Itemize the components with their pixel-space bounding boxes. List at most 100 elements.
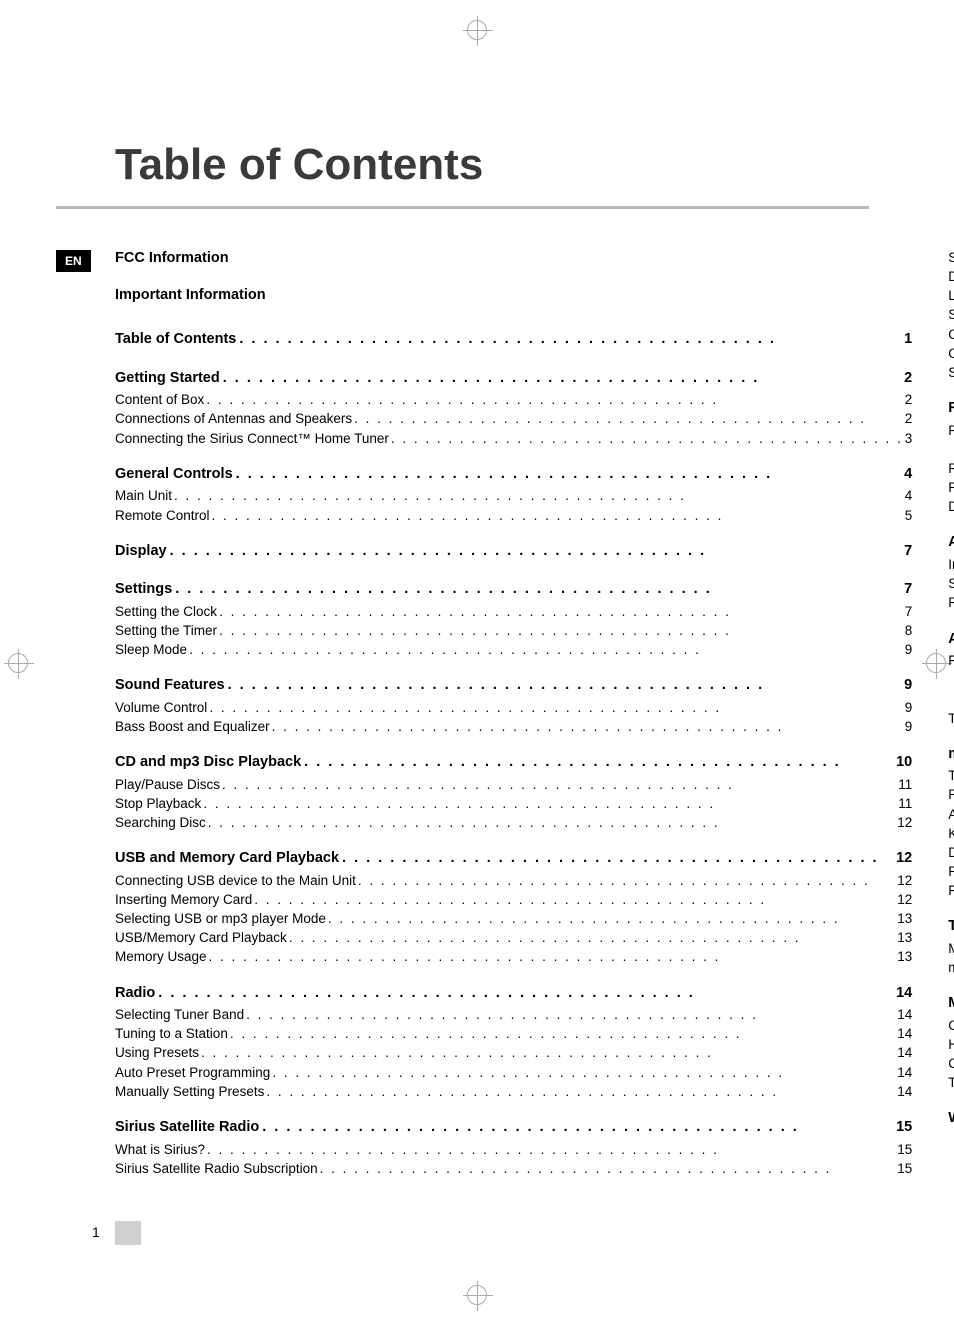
toc-label: Connections of Antennas and Speakers <box>115 409 352 428</box>
toc-entry: Playback Controls . . . . . . . . . . . … <box>948 785 954 804</box>
toc-section-head: Advanced Navigation Controls . . . . . .… <box>948 629 954 650</box>
toc-spacer <box>115 352 912 360</box>
toc-label: Signal Strength <box>948 363 954 382</box>
toc-entry: Auto Preset Programming . . . . . . . . … <box>115 1063 912 1082</box>
toc-page: 12 <box>897 813 912 832</box>
toc-page: 12 <box>896 848 912 869</box>
toc-entry: Inserting Memory Card . . . . . . . . . … <box>115 890 912 909</box>
page-number-marker <box>115 1221 141 1245</box>
toc-label: Changing Operation Mode <box>948 325 954 344</box>
toc-spacer <box>115 563 912 571</box>
toc-label: Tips on Playback Sequence of Disc <box>948 709 954 728</box>
toc-entry: Operation in the Three Operation Modes .… <box>948 344 954 363</box>
toc-dots: . . . . . . . . . . . . . . . . . . . . … <box>233 464 905 485</box>
toc-dots: . . . . . . . . . . . . . . . . . . . . … <box>187 640 905 659</box>
toc-entry: Searching Disc . . . . . . . . . . . . .… <box>115 813 912 832</box>
toc-entry: Setting the Timer . . . . . . . . . . . … <box>115 621 912 640</box>
toc-spacer <box>948 1092 954 1100</box>
toc-entry: Manually Setting Presets . . . . . . . .… <box>115 1082 912 1101</box>
toc-entry: Display . . . . . . . . . . . . . . . . … <box>948 267 954 286</box>
toc-section-head: Advanced Playback Controls . . . . . . .… <box>948 532 954 553</box>
toc-dots: . . . . . . . . . . . . . . . . . . . . … <box>326 909 897 928</box>
toc-section-head: USB and Memory Card Playback . . . . . .… <box>115 848 912 869</box>
toc-entry: Play modes . . . . . . . . . . . . . . .… <box>948 862 954 881</box>
toc-page: 15 <box>896 1117 912 1138</box>
toc-entry: Sirius ID . . . . . . . . . . . . . . . … <box>948 248 954 267</box>
toc-label: Selecting Tuner Band <box>115 1005 244 1024</box>
toc-label: mp3 Player <box>948 958 954 977</box>
toc-page: 7 <box>904 579 912 600</box>
toc-page: 15 <box>897 1140 912 1159</box>
toc-label: Handling CDs <box>948 1035 954 1054</box>
toc-label: Inserting Memory Card <box>115 890 252 909</box>
toc-label: Selecting USB or mp3 player Mode <box>115 909 326 928</box>
toc-page: 12 <box>897 890 912 909</box>
toc-page: 11 <box>898 794 912 813</box>
toc-label: Adjusting the Volume <box>948 805 954 824</box>
toc-spacer <box>115 659 912 667</box>
crop-mark <box>467 1285 487 1305</box>
toc-section-head: Maintenance . . . . . . . . . . . . . . … <box>948 993 954 1014</box>
toc-label: Remote Control <box>115 506 210 525</box>
toc-entry: Rename Tracks . . . . . . . . . . . . . … <box>948 593 954 612</box>
toc-dots: . . . . . . . . . . . . . . . . . . . . … <box>252 890 897 909</box>
toc-page: 14 <box>897 1043 912 1062</box>
toc-spacer <box>115 313 912 321</box>
toc-entry: Listening to Sirius Satellite Radio . . … <box>948 286 954 305</box>
crop-mark <box>926 653 946 673</box>
toc-page: 13 <box>897 909 912 928</box>
toc-entry: Selecting USB or mp3 player Mode . . . .… <box>115 909 912 928</box>
toc-entry: Signal Strength . . . . . . . . . . . . … <box>948 363 954 382</box>
toc-section-head: Table of Contents . . . . . . . . . . . … <box>115 329 912 350</box>
toc-label: Turn On/Off the Player <box>948 766 954 785</box>
toc-label: Display <box>948 267 954 286</box>
toc-entry: Bass Boost and Equalizer . . . . . . . .… <box>115 717 912 736</box>
toc-label: File Navigation <box>948 651 954 670</box>
toc-entry: Remote Control . . . . . . . . . . . . .… <box>115 506 912 525</box>
toc-spacer <box>948 977 954 985</box>
toc-dots: . . . . . . . . . . . . . . . . . . . . … <box>217 621 905 640</box>
toc-entry: File Navigation . . . . . . . . . . . . … <box>948 651 954 670</box>
toc-entry: Recording Tuner/AUX to mp3 player . . . … <box>948 459 954 478</box>
toc-content: FCC InformationImportant InformationTabl… <box>115 248 859 1178</box>
toc-dots: . . . . . . . . . . . . . . . . . . . . … <box>244 1005 897 1024</box>
toc-label: Sirius Operation Modes Overview <box>948 305 954 324</box>
toc-dots: . . . . . . . . . . . . . . . . . . . . … <box>352 409 905 428</box>
toc-label: Listening to Sirius Satellite Radio <box>948 286 954 305</box>
toc-section-head: Troubleshooting Tips . . . . . . . . . .… <box>948 916 954 937</box>
title-underline <box>56 206 869 209</box>
toc-entry: Volume Control . . . . . . . . . . . . .… <box>115 698 912 717</box>
toc-dots: . . . . . . . . . . . . . . . . . . . . … <box>204 390 904 409</box>
toc-entry: Cleaning . . . . . . . . . . . . . . . .… <box>948 1016 954 1035</box>
toc-label: Main Unit <box>948 939 954 958</box>
toc-spacer <box>948 728 954 736</box>
toc-entry: Memory Usage . . . . . . . . . . . . . .… <box>115 947 912 966</box>
toc-label: Technical Specification <box>948 1073 954 1092</box>
toc-page: 9 <box>905 698 913 717</box>
toc-page: 9 <box>905 717 913 736</box>
toc-entry: Main Unit . . . . . . . . . . . . . . . … <box>115 486 912 505</box>
toc-entry: Sleep Mode . . . . . . . . . . . . . . .… <box>115 640 912 659</box>
toc-section-head: Radio . . . . . . . . . . . . . . . . . … <box>115 983 912 1004</box>
toc-spacer <box>115 525 912 533</box>
toc-entry: Technical Specification . . . . . . . . … <box>948 1073 954 1092</box>
toc-label: mp3 Player <box>948 744 954 765</box>
toc-label: Sirius Satellite Radio <box>115 1117 259 1138</box>
toc-entry: Program Recording . . . . . . . . . . . … <box>948 478 954 497</box>
toc-dots: . . . . . . . . . . . . . . . . . . . . … <box>220 775 898 794</box>
toc-entry: Setting the Clock . . . . . . . . . . . … <box>115 602 912 621</box>
toc-label: DSP <box>948 843 954 862</box>
toc-label: Sleep Mode <box>115 640 187 659</box>
toc-dots: . . . . . . . . . . . . . . . . . . . . … <box>228 1024 897 1043</box>
toc-page: 2 <box>905 390 913 409</box>
toc-entry: Turn On/Off the Player . . . . . . . . .… <box>948 766 954 785</box>
toc-page: 1 <box>904 329 912 350</box>
toc-label: Getting Started <box>115 368 220 389</box>
toc-section-head: mp3 Player . . . . . . . . . . . . . . .… <box>948 744 954 765</box>
toc-entry: Handling CDs . . . . . . . . . . . . . .… <box>948 1035 954 1054</box>
toc-page: 13 <box>897 947 912 966</box>
toc-label: USB and Memory Card Playback <box>115 848 339 869</box>
toc-dots: . . . . . . . . . . . . . . . . . . . . … <box>389 429 905 448</box>
toc-dots: . . . . . . . . . . . . . . . . . . . . … <box>225 675 905 696</box>
toc-label: Using Presets <box>115 1043 199 1062</box>
